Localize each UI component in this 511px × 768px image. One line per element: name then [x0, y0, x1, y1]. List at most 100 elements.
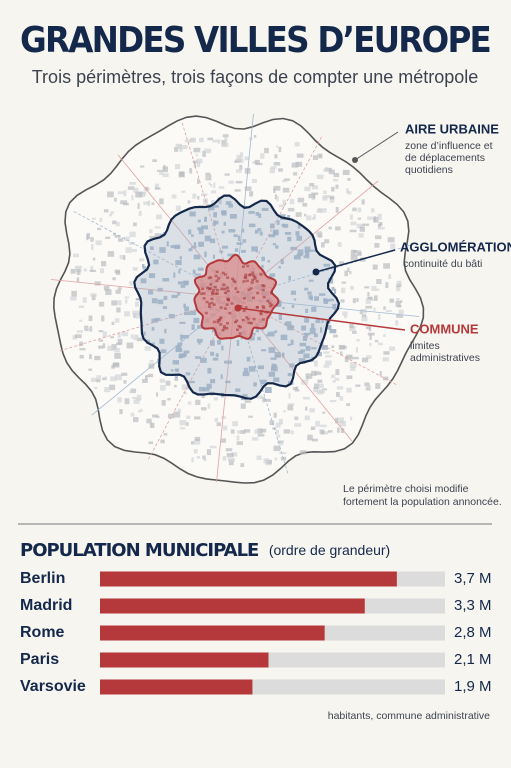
urban-block [276, 145, 279, 148]
urban-block [296, 253, 303, 257]
urban-block [397, 305, 402, 308]
urban-block [159, 378, 165, 383]
urban-block [352, 207, 357, 212]
category-label: Berlin [20, 570, 65, 587]
urban-block [274, 194, 277, 200]
urban-block [342, 169, 350, 175]
urban-block [101, 261, 107, 267]
urban-block [274, 352, 281, 358]
urban-block [261, 305, 265, 308]
urban-block [247, 288, 251, 292]
urban-block [290, 430, 294, 435]
urban-block [104, 387, 109, 391]
urban-block [194, 438, 201, 445]
urban-block [181, 190, 186, 193]
urban-block [123, 202, 129, 206]
urban-block [79, 355, 84, 359]
urban-block [304, 317, 309, 323]
urban-block [273, 412, 277, 418]
urban-block [252, 317, 256, 321]
urban-block [214, 274, 218, 278]
urban-block [309, 183, 315, 187]
urban-block [230, 429, 235, 434]
urban-block [239, 152, 244, 158]
urban-block [223, 307, 227, 310]
urban-block [268, 234, 276, 238]
urban-block [197, 178, 200, 184]
urban-block [76, 330, 83, 333]
urban-block [170, 369, 174, 372]
urban-block [137, 203, 140, 209]
urban-block [150, 422, 155, 428]
urban-block [329, 195, 335, 200]
urban-block [214, 417, 219, 422]
urban-block [99, 217, 103, 222]
urban-block [201, 225, 208, 230]
urban-block [257, 433, 265, 437]
value-label: 3,3 M [454, 597, 492, 614]
urban-block [323, 263, 330, 267]
urban-block [316, 209, 323, 213]
urban-block [282, 306, 285, 309]
urban-block [196, 338, 203, 343]
urban-block [102, 343, 106, 349]
urban-block [175, 260, 182, 265]
urban-block [323, 298, 328, 302]
urban-block [333, 178, 339, 182]
urban-block [107, 191, 114, 198]
urban-block [291, 304, 295, 308]
urban-block [284, 232, 292, 235]
urban-block [78, 305, 85, 308]
urban-block [295, 161, 303, 167]
urban-block [350, 254, 358, 261]
urban-block [184, 306, 189, 312]
urban-block [231, 277, 235, 281]
urban-block [163, 433, 168, 436]
urban-block [307, 291, 312, 295]
urban-block [195, 273, 201, 276]
urban-block [302, 335, 308, 341]
urban-block [253, 382, 257, 387]
urban-block [262, 295, 266, 299]
urban-block [270, 166, 277, 169]
urban-block [223, 273, 227, 276]
urban-block [110, 336, 114, 339]
urban-block [213, 285, 217, 289]
urban-block [99, 268, 104, 274]
urban-block [179, 321, 186, 324]
urban-block [346, 403, 351, 406]
urban-block [274, 330, 278, 334]
urban-block [252, 274, 255, 277]
urban-block [105, 236, 111, 239]
urban-block [350, 285, 354, 290]
urban-block [112, 362, 120, 368]
urban-block [333, 172, 340, 178]
urban-block [289, 199, 295, 205]
urban-block [321, 319, 324, 323]
bar [100, 571, 397, 587]
urban-block [344, 270, 348, 277]
urban-block [216, 321, 220, 324]
urban-block [366, 326, 371, 330]
urban-block [142, 378, 148, 383]
urban-block [125, 299, 128, 304]
urban-block [103, 285, 110, 291]
urban-block [244, 400, 252, 403]
urban-block [329, 329, 337, 334]
urban-block [215, 279, 219, 282]
urban-block [135, 298, 140, 301]
urban-block [98, 345, 104, 349]
urban-block [236, 340, 240, 346]
urban-block [368, 327, 372, 332]
urban-block [236, 169, 242, 173]
urban-block [366, 355, 372, 359]
urban-block [268, 347, 276, 353]
commune-desc: limites [410, 340, 440, 352]
urban-block [179, 148, 183, 152]
urban-block [223, 287, 227, 291]
urban-block [244, 429, 251, 433]
urban-block [313, 214, 316, 219]
category-label: Rome [20, 624, 65, 641]
urban-block [257, 336, 261, 341]
urban-block [233, 320, 237, 324]
